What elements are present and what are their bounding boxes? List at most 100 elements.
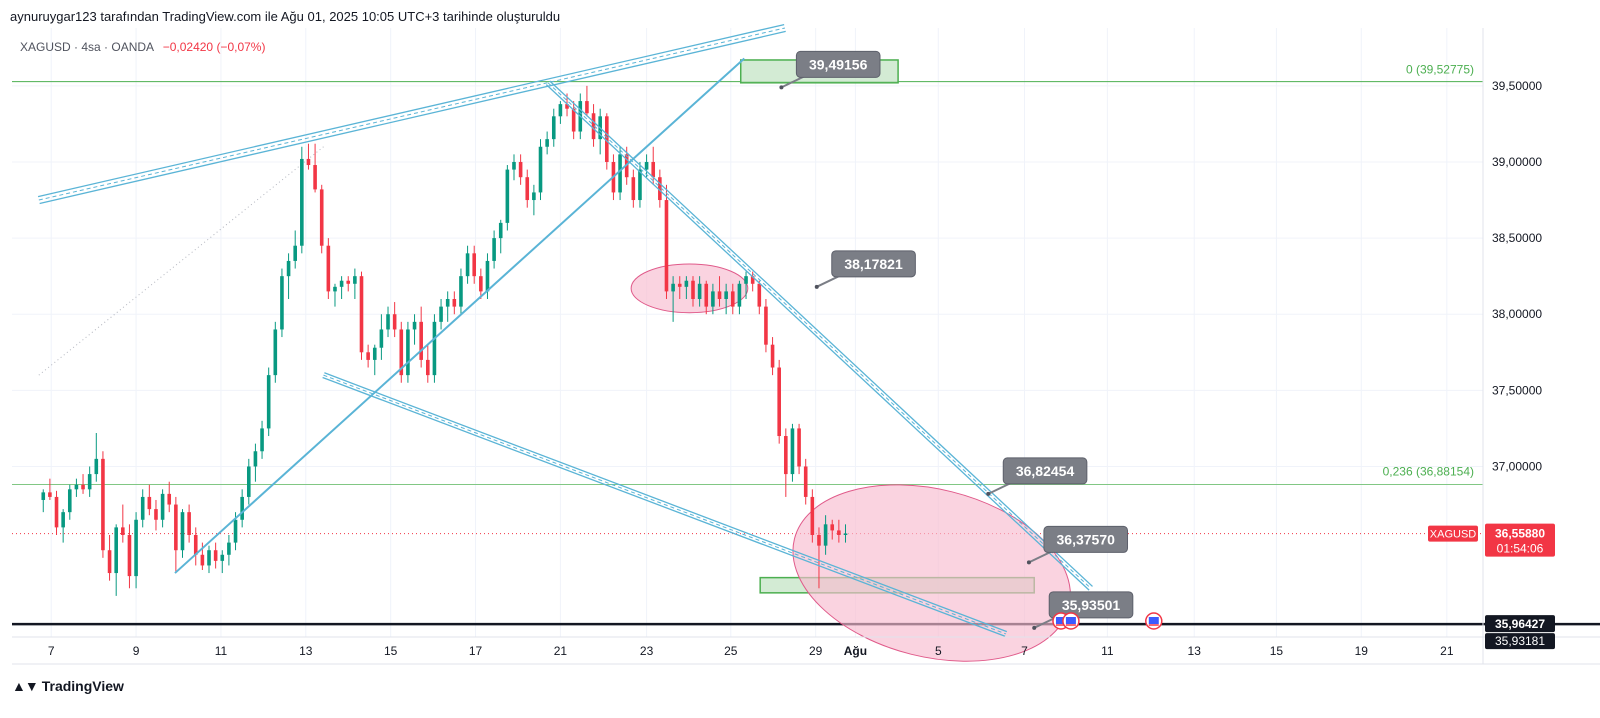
tradingview-logo[interactable]: ▲▼ TradingView	[12, 678, 124, 694]
candle-body	[465, 253, 470, 277]
candle	[353, 268, 357, 300]
candle	[545, 131, 549, 155]
candle	[671, 276, 675, 322]
candle	[777, 359, 781, 444]
tradingview-logo-icon: ▲▼	[12, 678, 39, 694]
fib-label-0: 0 (39,52775)	[1406, 63, 1474, 77]
candle	[180, 509, 185, 558]
candle	[392, 302, 397, 338]
candle	[319, 184, 324, 254]
price-tag-text: 36,55880	[1495, 527, 1545, 541]
x-tick-label: 15	[384, 644, 398, 658]
candle-body	[445, 299, 450, 307]
y-tick-label: 38,00000	[1492, 307, 1542, 321]
candle-body	[372, 347, 377, 360]
dotted-trendline	[38, 146, 324, 376]
candle-body	[187, 512, 191, 535]
candle	[306, 143, 311, 170]
candle-body	[618, 154, 622, 193]
channel-top-line-edge-a	[39, 30, 786, 205]
candle-body	[565, 104, 569, 109]
candle	[147, 484, 152, 516]
symbol-legend[interactable]: XAGUSD · 4sa · OANDA −0,02420 (−0,07%)	[20, 40, 265, 54]
candle-body	[790, 428, 795, 475]
candle	[101, 451, 105, 558]
countdown-text: 01:54:06	[1497, 542, 1544, 556]
candle	[724, 283, 728, 315]
candle	[525, 169, 530, 208]
candle-body	[67, 489, 72, 513]
candle-body	[406, 329, 410, 376]
candle	[74, 478, 79, 497]
candle	[803, 458, 808, 505]
consolidation-ellipse	[630, 263, 749, 314]
candle-body	[558, 104, 563, 117]
candle-body	[266, 375, 271, 429]
callout-3-anchor	[986, 491, 991, 496]
candle-body	[744, 276, 748, 284]
candle-body	[353, 276, 357, 284]
candle-body	[459, 276, 463, 307]
candle-body	[803, 466, 808, 497]
candle	[240, 489, 244, 528]
candle-body	[750, 276, 755, 284]
candle	[399, 321, 404, 383]
candle	[684, 276, 689, 300]
candle	[591, 104, 596, 147]
candle-body	[837, 530, 841, 535]
callout-1: 39,49156	[779, 50, 881, 90]
candle-body	[777, 367, 781, 437]
x-tick-label: 11	[215, 644, 228, 658]
candle	[618, 146, 622, 201]
candle-body	[306, 158, 311, 166]
support-price-label: 35,96427	[1485, 615, 1555, 633]
candle-body	[180, 512, 185, 551]
candle	[372, 344, 377, 376]
candle	[339, 276, 344, 300]
support-tag	[1485, 615, 1555, 633]
falling-trendline-lower-mid	[323, 374, 1007, 635]
symbol-tag	[1428, 525, 1478, 542]
economic-event-icon	[1062, 612, 1080, 630]
candle	[61, 509, 65, 543]
candle-body	[817, 534, 821, 546]
falling-trendline-upper	[545, 80, 1093, 591]
candle-body	[651, 161, 656, 178]
candle	[711, 283, 715, 315]
candle	[472, 245, 477, 284]
candle	[313, 143, 317, 193]
candle-body	[412, 321, 417, 330]
candle	[386, 306, 390, 338]
candle-body	[764, 306, 768, 345]
callout-5-text: 35,93501	[1062, 597, 1121, 613]
axes: 39,50000 39,00000 38,50000 38,00000 37,50000…	[12, 28, 1600, 665]
candle	[691, 276, 695, 307]
candle-body	[757, 283, 762, 307]
candle	[81, 474, 85, 494]
callout-4-anchor	[1026, 560, 1031, 565]
x-tick-label: 9	[133, 644, 140, 658]
candle-body	[160, 493, 165, 520]
low-tag-text: 35,93181	[1495, 634, 1545, 648]
falling-trendline-lower	[322, 372, 1008, 637]
x-tick-label: 17	[469, 644, 483, 658]
candle	[638, 161, 642, 208]
candle	[94, 432, 99, 482]
candle-body	[479, 276, 483, 292]
candle-body	[671, 283, 675, 292]
callout-4: 36,37570	[1026, 525, 1129, 565]
candle	[346, 276, 351, 292]
candle	[266, 367, 271, 437]
candle	[300, 146, 304, 254]
flag-canton	[1055, 617, 1066, 624]
candle	[757, 280, 762, 315]
economic-event-icon	[1145, 612, 1163, 630]
callout-1-box	[795, 50, 881, 78]
falling-trendline-lower-edge-b	[324, 372, 1008, 633]
candle	[253, 443, 258, 482]
candle	[193, 527, 198, 566]
candle-body	[823, 524, 828, 546]
support-tag-text: 35,96427	[1495, 617, 1545, 631]
